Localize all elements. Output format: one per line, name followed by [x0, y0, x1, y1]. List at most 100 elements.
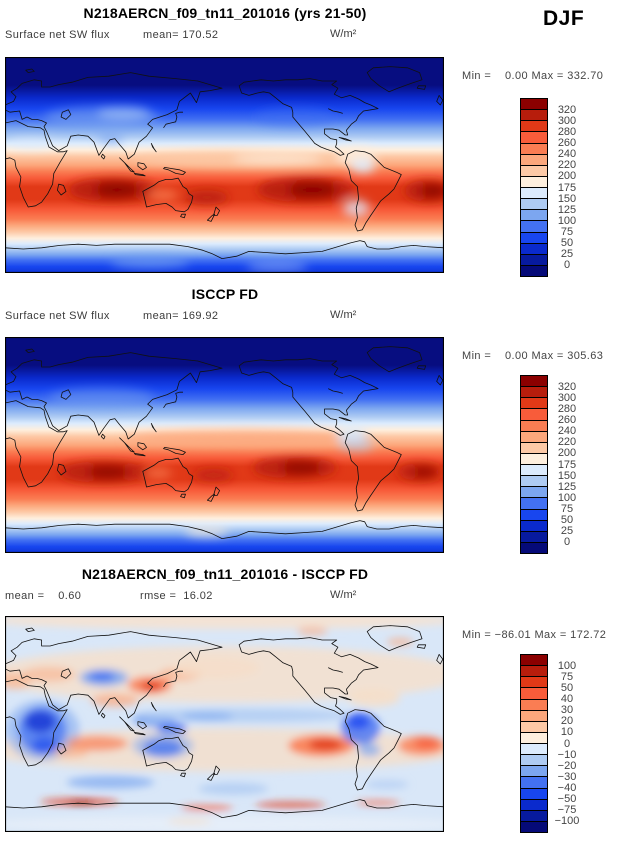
colorbar-swatch	[521, 254, 547, 266]
colorbar-swatch	[521, 376, 547, 388]
colorbar-swatch	[521, 732, 547, 744]
colorbar-swatch	[521, 154, 547, 166]
colorbar-swatch	[521, 165, 547, 177]
colorbar-swatch	[521, 265, 547, 276]
colorbar-tick-label: 220	[557, 436, 577, 449]
field-anomaly-blobs	[9, 106, 444, 272]
panel1-mean-label: mean= 170.52	[143, 29, 219, 41]
colorbar-swatch	[521, 799, 547, 811]
colorbar-tick-label: 100	[557, 214, 577, 227]
colorbar-swatch	[521, 387, 547, 399]
colorbar-swatch	[521, 232, 547, 244]
colorbar-tick-label: 100	[557, 660, 577, 673]
panel3-units-label: W/m²	[330, 589, 357, 601]
map-canvas-obs	[5, 337, 444, 553]
colorbar-swatch	[521, 99, 547, 111]
colorbar-swatch	[521, 431, 547, 443]
colorbar-swatch	[521, 465, 547, 477]
colorbar-tick-label: −40	[557, 781, 577, 794]
colorbar-swatch	[521, 688, 547, 700]
map-canvas-diff	[5, 616, 444, 832]
colorbar-swatch	[521, 398, 547, 410]
colorbar-swatch	[521, 766, 547, 778]
panel3-minmax-label: Min = −86.01 Max = 172.72	[462, 629, 607, 641]
colorbar-tick-label: 240	[557, 425, 577, 438]
colorbar-tick-label: 50	[560, 513, 574, 526]
colorbar-tick-label: 150	[557, 192, 577, 205]
colorbar-tick-label: 175	[557, 181, 577, 194]
colorbar-tick-label: −20	[557, 759, 577, 772]
colorbar-tick-label: 150	[557, 469, 577, 482]
colorbar-swatch	[521, 788, 547, 800]
map-border	[5, 616, 444, 832]
colorbar-swatch	[521, 487, 547, 499]
colorbar-tick-label: 220	[557, 159, 577, 172]
colorbar-tick-label: 75	[560, 502, 574, 515]
colorbar-swatch	[521, 176, 547, 188]
colorbar-swatch	[521, 453, 547, 465]
field-anomaly-blobs	[48, 387, 442, 537]
season-label: DJF	[543, 7, 585, 30]
panel3-rmse-label: rmse = 16.02	[140, 590, 213, 602]
colorbar-swatch	[521, 721, 547, 733]
map-border	[5, 57, 444, 273]
colorbar-swatch	[521, 531, 547, 543]
colorbar-tick-label: 0	[563, 737, 571, 750]
colorbar-swatch	[521, 476, 547, 488]
colorbar-tick-label: 280	[557, 403, 577, 416]
colorbar-tick-label: 200	[557, 447, 577, 460]
colorbar-swatch	[521, 744, 547, 756]
map-canvas-model	[5, 57, 444, 273]
colorbar-tick-label: 25	[560, 247, 574, 260]
colorbar-swatch	[521, 210, 547, 222]
colorbar-diff: 100 75 50 40 30 20 10 0 −10 −20 −30 −40 −50 −75 −100	[520, 654, 600, 833]
colorbar-tick-label: 50	[560, 682, 574, 695]
map-border	[5, 337, 444, 553]
colorbar-swatch	[521, 710, 547, 722]
colorbar-swatch	[521, 666, 547, 678]
coastlines	[5, 66, 444, 259]
colorbar-swatch	[521, 409, 547, 421]
colorbar-tick-label: 320	[557, 104, 577, 117]
colorbar-swatches	[520, 98, 548, 277]
colorbar-tick-label: 25	[560, 524, 574, 537]
colorbar-tick-label: −30	[557, 770, 577, 783]
colorbar-swatch	[521, 810, 547, 822]
colorbar-swatch	[521, 442, 547, 454]
colorbar-tick-label: 100	[557, 491, 577, 504]
colorbar-tick-label: 200	[557, 170, 577, 183]
panel2-title: ISCCP FD	[191, 286, 259, 302]
colorbar-swatch	[521, 777, 547, 789]
panel3-title: N218AERCN_f09_tn11_201016 - ISCCP FD	[81, 566, 369, 582]
colorbar-swatch	[521, 132, 547, 144]
colorbar-tick-label: 30	[560, 704, 574, 717]
colorbar-tick-label: 0	[563, 535, 571, 548]
colorbar-obs: 320 300 280 260 240 220 200 175 150 125 100 75 50 25 0	[520, 375, 600, 554]
colorbar-tick-label: 125	[557, 480, 577, 493]
colorbar-swatch	[521, 121, 547, 133]
colorbar-swatch	[521, 221, 547, 233]
colorbar-tick-label: 50	[560, 236, 574, 249]
colorbar-tick-label: 300	[557, 392, 577, 405]
panel1-units-label: W/m²	[330, 28, 357, 40]
colorbar-model: 320 300 280 260 240 220 200 175 150 125 100 75 50 25 0	[520, 98, 600, 277]
colorbar-tick-label: 320	[557, 381, 577, 394]
panel2-minmax-label: Min = 0.00 Max = 305.63	[462, 350, 604, 362]
colorbar-tick-label: −50	[557, 792, 577, 805]
colorbar-tick-label: 300	[557, 115, 577, 128]
colorbar-swatch	[521, 677, 547, 689]
colorbar-swatch	[521, 699, 547, 711]
colorbar-swatch	[521, 498, 547, 510]
colorbar-swatch	[521, 755, 547, 767]
field-anomaly-blobs	[5, 616, 444, 832]
panel2-mean-label: mean= 169.92	[143, 310, 219, 322]
colorbar-swatch	[521, 199, 547, 211]
colorbar-swatch	[521, 821, 547, 832]
colorbar-swatch	[521, 243, 547, 255]
colorbar-swatch	[521, 520, 547, 532]
colorbar-tick-label: 20	[560, 715, 574, 728]
colorbar-tick-label: 260	[557, 414, 577, 427]
colorbar-tick-label: −75	[557, 803, 577, 816]
colorbar-swatch	[521, 420, 547, 432]
coastlines	[5, 346, 444, 539]
